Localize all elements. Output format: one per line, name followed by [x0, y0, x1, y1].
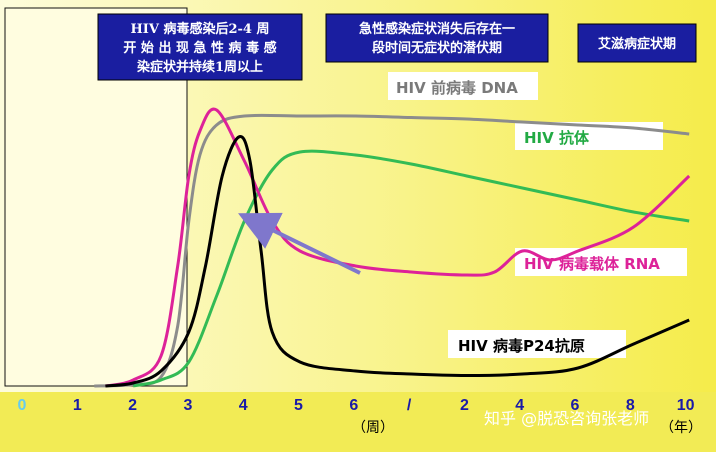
- x-tick-6: 6: [349, 397, 358, 414]
- phase-panel-aids: [577, 23, 697, 63]
- x-unit-weeks: （周）: [352, 420, 394, 436]
- phase-latent-line-1: 急性感染症状消失后存在一: [359, 21, 515, 37]
- series-line-3: [105, 135, 690, 388]
- x-tick-12: 10: [677, 397, 695, 414]
- x-tick-0: 0: [18, 397, 27, 414]
- phase-panel-acute: [97, 13, 303, 81]
- label-bg-rna: [515, 248, 687, 276]
- phase-panel-latent: [325, 13, 549, 63]
- series-label-dna: HIV 前病毒 DNA: [396, 79, 518, 97]
- label-bg-dna: [388, 72, 538, 100]
- x-axis-ticks: 0 1 2 3 4 5 6 / 2 4 6 8 10: [18, 397, 695, 414]
- x-tick-11: 8: [626, 397, 635, 414]
- series-label-rna: HIV 病毒载体 RNA: [524, 255, 660, 273]
- annotation-arrow: [238, 212, 361, 275]
- x-tick-8: 2: [460, 397, 469, 414]
- phase-acute-line-3: 染症状并持续1周以上: [136, 59, 263, 75]
- phase-aids-line-1: 艾滋病症状期: [598, 36, 676, 52]
- series-line-1: [132, 149, 690, 388]
- phase-acute-line-1: HIV 病毒感染后2-4 周: [131, 21, 270, 37]
- phase-acute-line-2: 开 始 出 现 急 性 病 毒 感: [123, 40, 276, 56]
- x-tick-1: 1: [73, 397, 82, 414]
- axis-band: [0, 392, 716, 452]
- x-unit-years: （年）: [660, 420, 702, 436]
- x-tick-10: 6: [571, 397, 580, 414]
- series-line-0: [94, 113, 690, 388]
- series-label-p24: HIV 病毒P24抗原: [458, 337, 585, 355]
- series-lines: [94, 107, 691, 388]
- series-line-2: [105, 107, 691, 388]
- watermark: 知乎 @脱恐咨询张老师: [484, 409, 649, 428]
- x-tick-5: 5: [294, 397, 303, 414]
- x-tick-9: 4: [515, 397, 524, 414]
- x-tick-4: 4: [239, 397, 248, 414]
- x-tick-7: /: [407, 397, 412, 414]
- x-tick-3: 3: [183, 397, 192, 414]
- series-label-antibody: HIV 抗体: [524, 129, 590, 147]
- phase-panels: HIV 病毒感染后2-4 周 开 始 出 现 急 性 病 毒 感 染症状并持续1…: [97, 13, 697, 81]
- x-tick-2: 2: [128, 397, 137, 414]
- label-bg-p24: [448, 330, 626, 358]
- phase-latent-line-2: 段时间无症状的潜伏期: [372, 40, 502, 56]
